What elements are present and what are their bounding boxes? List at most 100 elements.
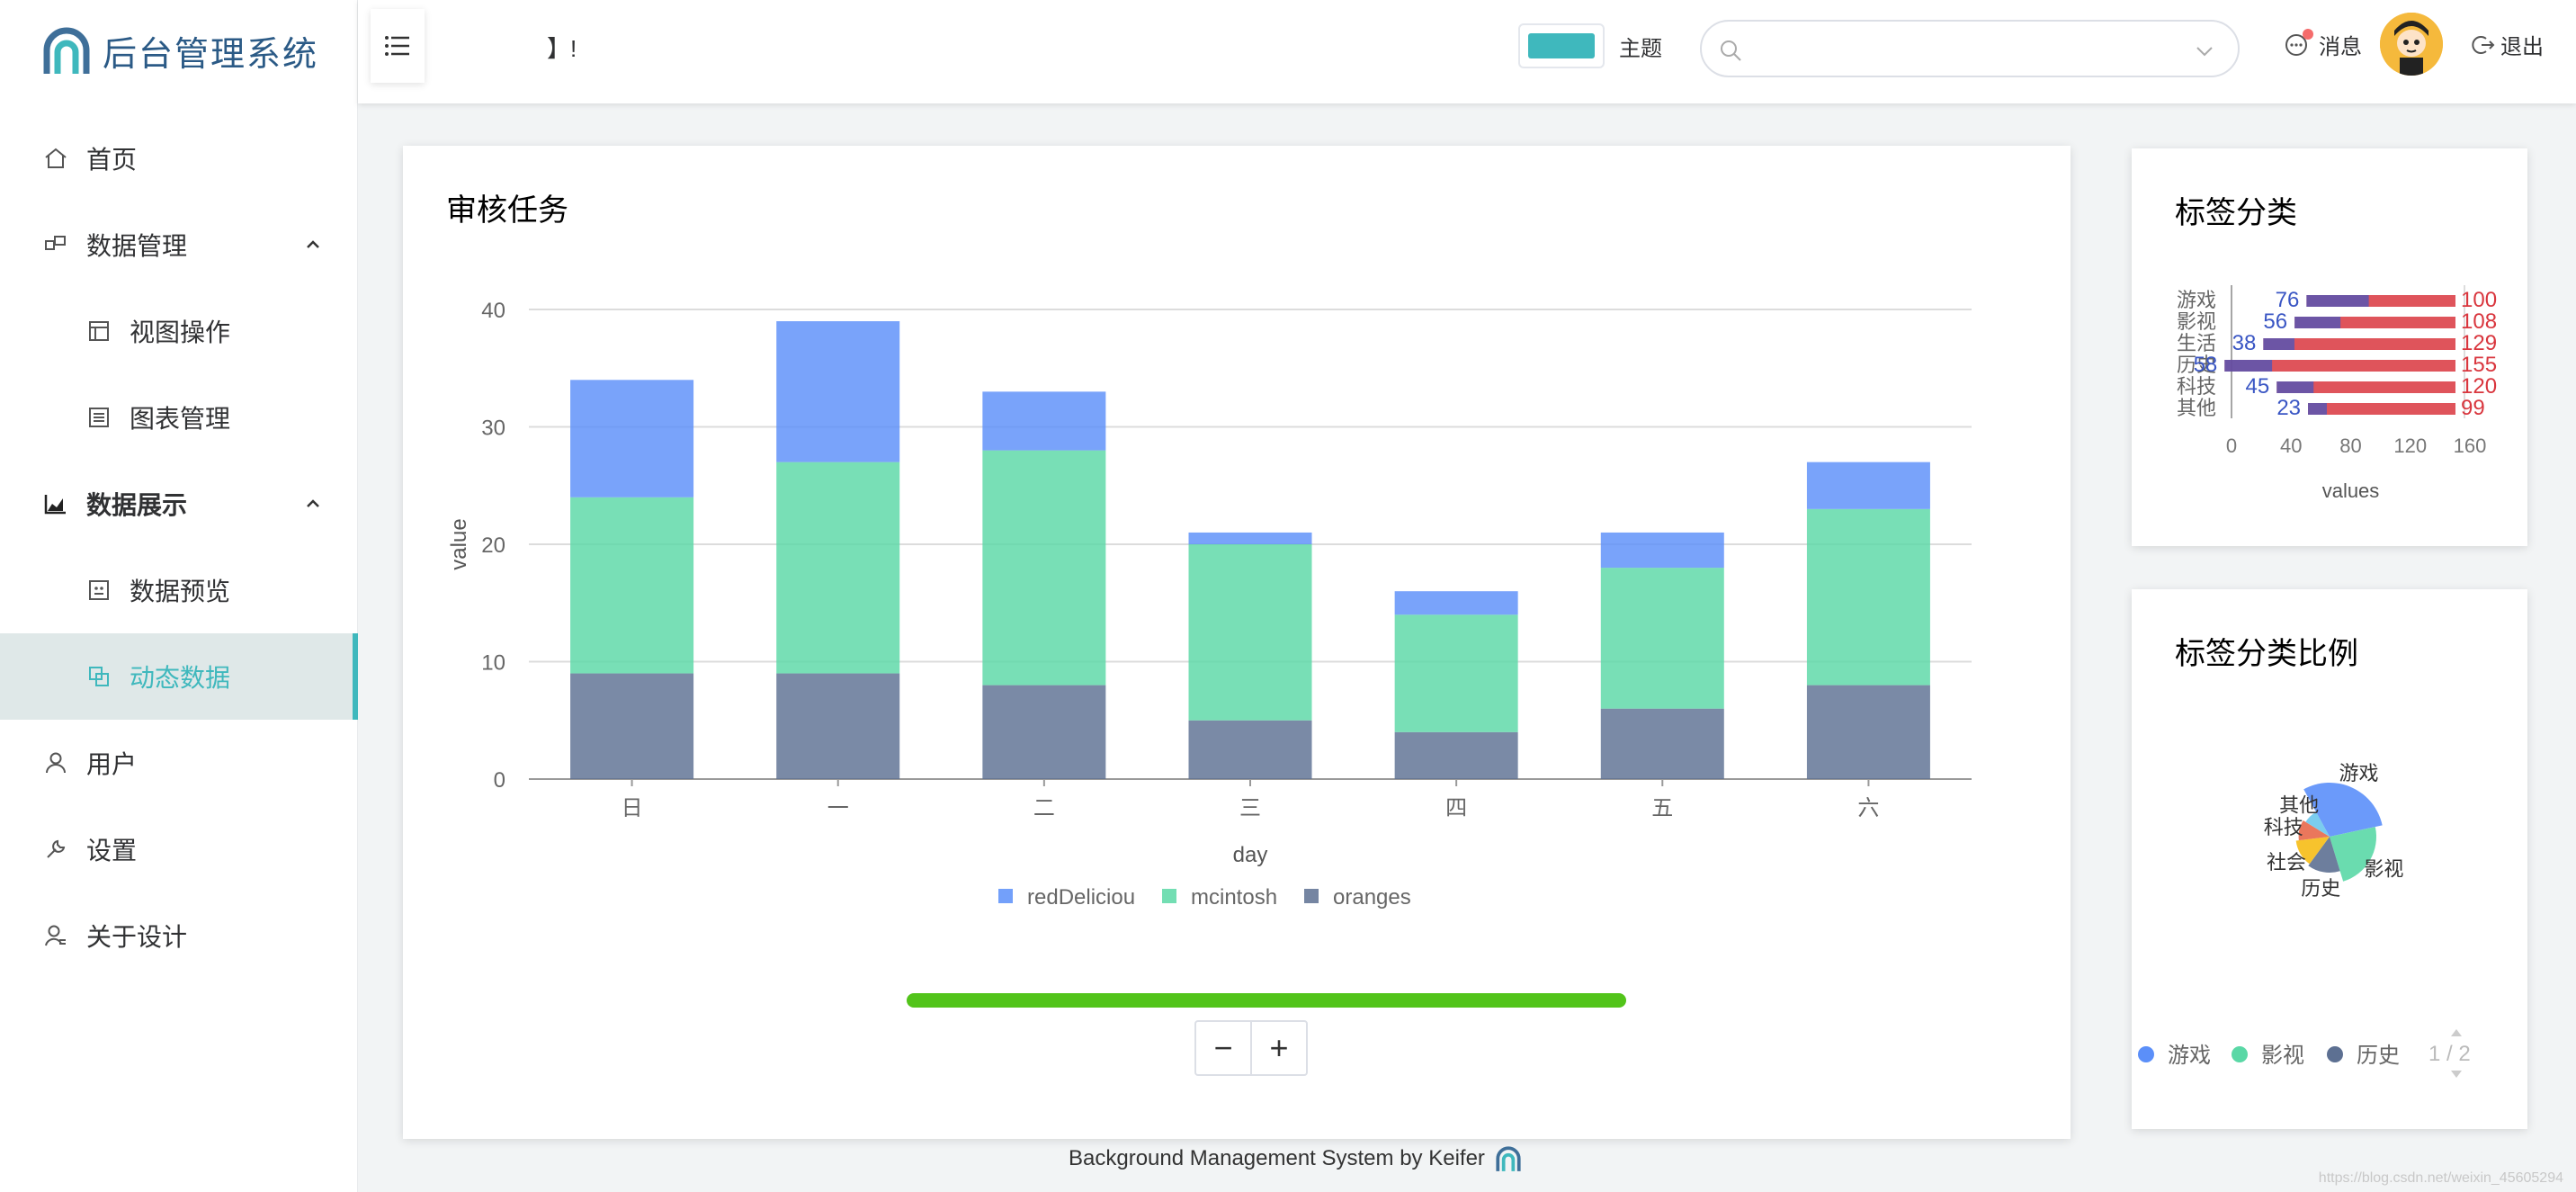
y-axis-label: value bbox=[447, 518, 471, 569]
search-input[interactable] bbox=[1756, 31, 2169, 67]
y-tick-label: 10 bbox=[481, 651, 505, 676]
x-tick-label: 120 bbox=[2393, 435, 2427, 457]
footer-text: Background Management System by Keifer bbox=[1069, 1146, 1485, 1170]
sidebar-item-dynamic-data[interactable]: 动态数据 bbox=[0, 633, 358, 720]
bar-segment bbox=[1806, 462, 1930, 509]
sidebar-item-about[interactable]: 关于设计 bbox=[0, 892, 358, 979]
legend-label: 历史 bbox=[2357, 1043, 2400, 1068]
data-label-series-1: 38 bbox=[2232, 331, 2257, 355]
bar-series-1 bbox=[2276, 381, 2314, 393]
preview-icon bbox=[85, 576, 113, 605]
x-tick-label: 五 bbox=[1651, 795, 1673, 820]
menu-toggle-button[interactable] bbox=[371, 9, 425, 83]
zoom-out-button[interactable]: − bbox=[1196, 1022, 1252, 1074]
tag-ratio-title: 标签分类比例 bbox=[2175, 636, 2358, 672]
user-icon bbox=[41, 748, 70, 777]
audit-tasks-title: 审核任务 bbox=[446, 193, 568, 229]
x-tick-label: 80 bbox=[2339, 435, 2361, 457]
tag-classification-card: 标签分类 0 40 80 120 160 values 游戏 76 100 影视 56 108 生活 38… bbox=[2132, 148, 2527, 546]
audit-tasks-card: 审核任务 0 10 20 30 40 日 一 二 三 四 五 六 day value redDeliciou… bbox=[403, 146, 2071, 1139]
sidebar-item-label: 用户 bbox=[86, 749, 138, 779]
pie-slice bbox=[2330, 827, 2376, 882]
sidebar-item-data-preview[interactable]: 数据预览 bbox=[0, 547, 358, 633]
bar-segment bbox=[1188, 720, 1312, 779]
theme-color-swatch[interactable] bbox=[1518, 23, 1605, 68]
wrench-icon bbox=[41, 835, 70, 864]
bar-segment bbox=[982, 685, 1106, 779]
tag-classification-title: 标签分类 bbox=[2175, 195, 2297, 231]
chevron-down-icon[interactable] bbox=[2193, 40, 2216, 63]
list-menu-icon bbox=[385, 36, 409, 56]
x-tick-label: 40 bbox=[2280, 435, 2302, 457]
sidebar-item-data-management[interactable]: 数据管理 bbox=[0, 202, 358, 288]
y-tick-label: 其他 bbox=[2177, 398, 2216, 420]
data-label-series-1: 23 bbox=[2276, 396, 2301, 420]
data-label-series-2: 100 bbox=[2461, 288, 2497, 312]
sidebar-item-chart-management[interactable]: 图表管理 bbox=[0, 374, 358, 461]
y-tick-label: 游戏 bbox=[2177, 290, 2216, 312]
bar-chart-icon bbox=[41, 489, 70, 518]
zoom-control: − + bbox=[1194, 1020, 1308, 1076]
y-tick-label: 40 bbox=[481, 299, 505, 323]
data-management-icon bbox=[41, 230, 70, 259]
bar-segment bbox=[982, 450, 1106, 686]
sidebar-item-label: 数据预览 bbox=[130, 577, 231, 606]
y-tick-label: 生活 bbox=[2177, 333, 2216, 355]
unread-badge bbox=[2303, 28, 2313, 40]
legend-label: oranges bbox=[1333, 885, 1411, 910]
pie-slice bbox=[2305, 811, 2330, 837]
sidebar-item-data-display[interactable]: 数据展示 bbox=[0, 461, 358, 547]
sidebar-item-label: 视图操作 bbox=[130, 318, 231, 347]
legend-swatch bbox=[1304, 889, 1319, 903]
pie-slice bbox=[2298, 820, 2330, 841]
chart-list-icon bbox=[85, 403, 113, 432]
x-tick-label: 二 bbox=[1033, 795, 1055, 820]
bar-segment bbox=[570, 673, 694, 779]
bar-segment bbox=[1394, 731, 1518, 779]
sidebar-item-view-ops[interactable]: 视图操作 bbox=[0, 288, 358, 374]
data-label-series-1: 58 bbox=[2194, 353, 2218, 377]
bar-series-1 bbox=[2294, 317, 2341, 328]
app-title: 后台管理系统 bbox=[103, 33, 319, 74]
footer-logo-icon bbox=[1496, 1146, 1521, 1171]
data-label-series-1: 76 bbox=[2276, 288, 2300, 312]
bar-series-2 bbox=[2276, 381, 2455, 393]
sidebar-item-settings[interactable]: 设置 bbox=[0, 806, 358, 892]
bar-segment bbox=[1806, 685, 1930, 779]
x-tick-label: 四 bbox=[1445, 795, 1467, 820]
bar-series-1 bbox=[2306, 295, 2369, 307]
message-icon bbox=[2283, 28, 2313, 59]
slice-label: 其他 bbox=[2279, 794, 2319, 817]
bar-series-2 bbox=[2308, 403, 2455, 415]
x-axis-label: day bbox=[1233, 843, 1268, 867]
home-icon bbox=[41, 144, 70, 173]
bar-segment bbox=[1188, 532, 1312, 544]
zoom-in-button[interactable]: + bbox=[1269, 1029, 1289, 1066]
x-tick-label: 160 bbox=[2454, 435, 2487, 457]
legend-pager[interactable]: 1 / 2 bbox=[2428, 1026, 2482, 1087]
data-label-series-2: 155 bbox=[2461, 353, 2497, 377]
sidebar-item-label: 数据展示 bbox=[86, 490, 188, 520]
x-tick-label: 一 bbox=[827, 795, 849, 820]
messages-button[interactable]: 消息 bbox=[2283, 28, 2362, 60]
logout-button[interactable]: 退出 bbox=[2470, 29, 2544, 60]
bar-series-1 bbox=[2224, 360, 2273, 372]
search-select[interactable] bbox=[1700, 20, 2240, 77]
app-logo[interactable]: 后台管理系统 bbox=[40, 23, 318, 77]
sidebar-item-user[interactable]: 用户 bbox=[0, 720, 358, 806]
chevron-up-icon bbox=[307, 499, 319, 507]
pie-slice bbox=[2303, 783, 2383, 837]
sidebar-item-label: 数据管理 bbox=[86, 231, 188, 261]
avatar[interactable] bbox=[2380, 13, 2443, 76]
legend-pager-text: 1 / 2 bbox=[2428, 1042, 2471, 1066]
x-tick-label: 三 bbox=[1239, 795, 1261, 820]
sidebar-item-label: 设置 bbox=[86, 836, 138, 865]
tag-horizontal-bar-chart: 0 40 80 120 160 values 游戏 76 100 影视 56 108 生活 38 129 历史… bbox=[2177, 285, 2497, 502]
bar-segment bbox=[1188, 544, 1312, 721]
x-tick-label: 日 bbox=[622, 795, 643, 820]
sidebar-item-home[interactable]: 首页 bbox=[0, 115, 358, 202]
theme-picker[interactable]: 主题 bbox=[1518, 23, 1662, 68]
avatar-image bbox=[2380, 13, 2443, 76]
bar-segment bbox=[1806, 508, 1930, 686]
